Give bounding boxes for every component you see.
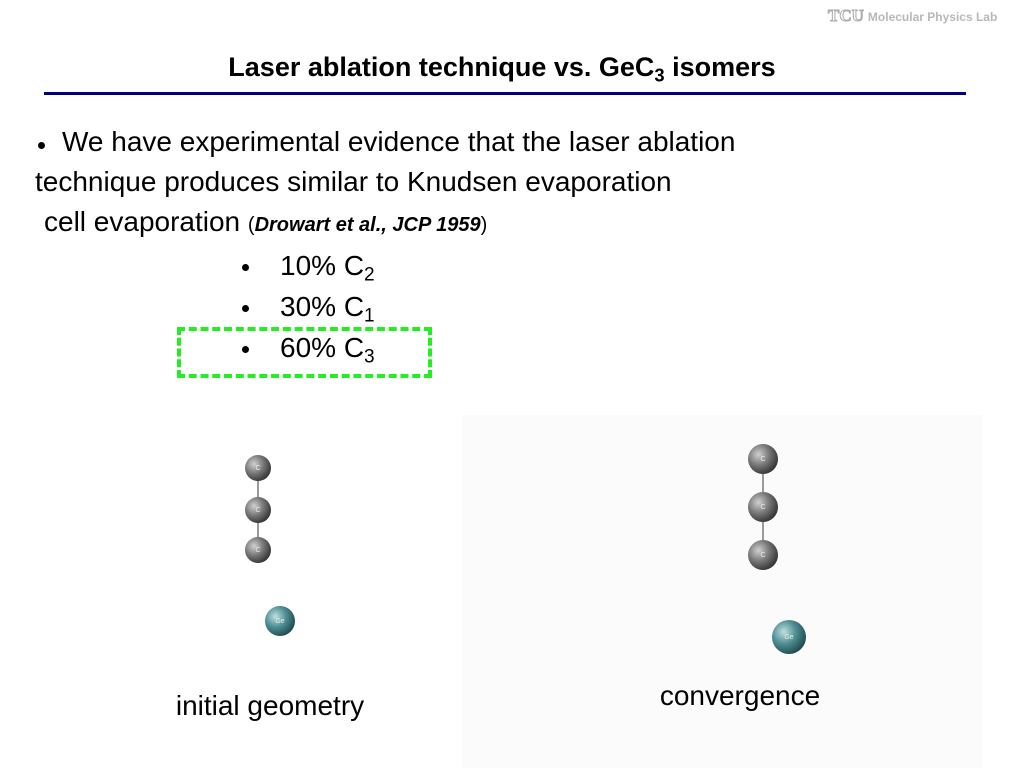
atom [245, 537, 271, 563]
atom-label: Ge [275, 618, 284, 625]
atom [245, 497, 271, 523]
bullet-item: 60% C3 [280, 332, 375, 367]
bullet-subscript: 3 [364, 346, 375, 368]
figure-panel [462, 415, 982, 768]
atom [748, 492, 778, 522]
bullet-text: 60% C [280, 332, 365, 363]
bullet-dot [242, 264, 249, 271]
atom-label: C [760, 456, 765, 463]
atom [772, 620, 806, 654]
bullet-dot [242, 305, 249, 312]
bullet-item: 30% C1 [280, 291, 375, 326]
slide-title: Laser ablation technique vs. GeC3 isomer… [0, 52, 1004, 86]
bullet-item: 10% C2 [280, 250, 375, 285]
atom-label: C [255, 547, 260, 554]
atom [748, 444, 778, 474]
paragraph-line: We have experimental evidence that the l… [62, 126, 736, 157]
atom-label: C [760, 504, 765, 511]
title-text: Laser ablation technique vs. GeC [228, 52, 655, 82]
caption: convergence [659, 680, 821, 711]
bullet-dot [38, 142, 45, 149]
atom [265, 606, 295, 636]
paragraph-line: technique produces similar to Knudsen ev… [35, 166, 672, 197]
paragraph-text: cell evaporation [44, 206, 241, 237]
lab-name: Molecular Physics Lab [867, 10, 998, 24]
bullet-text: 10% C [280, 250, 365, 281]
atom-label: C [255, 465, 260, 472]
title-subscript: 3 [654, 64, 665, 86]
atom-label: Ge [784, 634, 793, 641]
logo: TCU Molecular Physics Lab [828, 6, 998, 26]
caption: initial geometry [175, 690, 365, 721]
atom [748, 540, 778, 570]
bullet-subscript: 2 [364, 264, 375, 286]
bullet-dot [242, 346, 249, 353]
paragraph-line: cell evaporation (Drowart et al., JCP 19… [44, 206, 487, 238]
title-rule [44, 92, 966, 95]
atom [245, 455, 271, 481]
citation: Drowart et al., JCP 1959 [254, 214, 481, 236]
paren: ) [480, 214, 488, 236]
atom-label: C [255, 507, 260, 514]
bullet-text: 30% C [280, 291, 365, 322]
bullet-subscript: 1 [364, 305, 375, 327]
logo-mark: TCU [828, 6, 865, 26]
highlight-box [177, 327, 432, 378]
paren: ( [247, 214, 255, 236]
title-suffix: isomers [664, 52, 776, 82]
atom-label: C [760, 552, 765, 559]
